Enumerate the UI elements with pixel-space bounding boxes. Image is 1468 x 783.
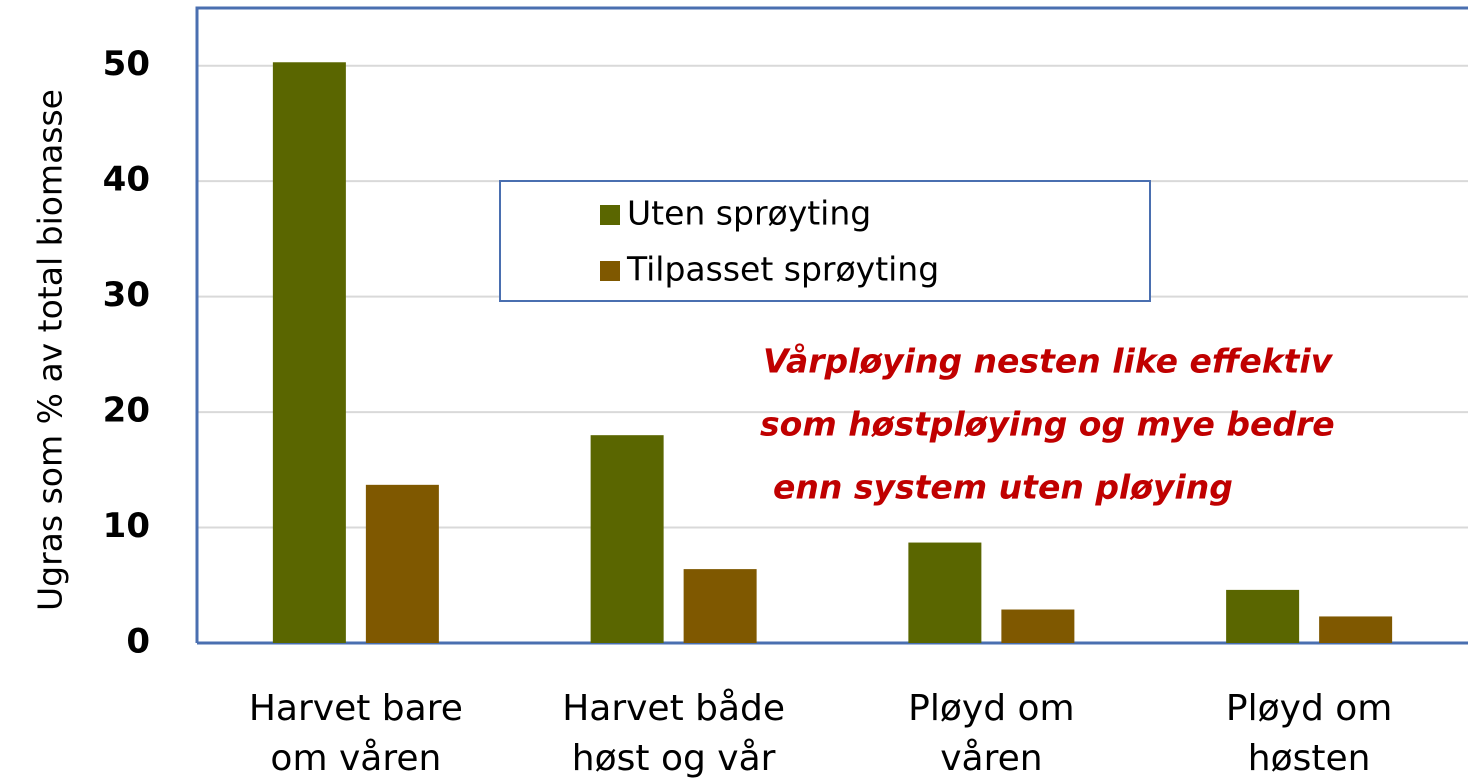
y-axis-label: Ugras som % av total biomasse — [31, 89, 70, 611]
y-tick-label: 50 — [103, 44, 150, 84]
bar — [683, 569, 757, 643]
annotation: enn system uten pløying — [773, 468, 1233, 507]
bar — [1226, 589, 1300, 643]
legend-label: Uten sprøyting — [627, 194, 871, 233]
legend-swatch — [600, 261, 620, 281]
bar — [365, 484, 439, 643]
bar — [590, 435, 664, 643]
y-tick-label: 30 — [103, 275, 150, 315]
x-tick-label: høsten — [1248, 738, 1371, 779]
y-tick-label: 40 — [103, 160, 150, 200]
y-tick-label: 10 — [103, 506, 150, 546]
plot-border — [195, 6, 1468, 643]
annotation: Vårpløying nesten like effektiv — [763, 342, 1334, 381]
x-tick-label: våren — [940, 738, 1042, 779]
bar — [272, 62, 346, 644]
legend-label: Tilpasset sprøyting — [626, 250, 939, 289]
x-tick-label: Pløyd om — [1226, 688, 1392, 729]
annotation: som høstpløying og mye bedre — [760, 405, 1335, 444]
x-tick-label: Harvet bare — [249, 688, 463, 729]
bar — [1001, 609, 1075, 643]
x-tick-label: om våren — [270, 738, 441, 779]
legend-swatch — [600, 205, 620, 225]
y-tick-label: 0 — [126, 622, 150, 662]
bar — [908, 542, 982, 643]
y-tick-label: 20 — [103, 391, 150, 431]
bar — [1319, 616, 1393, 643]
x-tick-label: Pløyd om — [908, 688, 1074, 729]
x-tick-label: høst og vår — [572, 738, 776, 779]
x-tick-label: Harvet både — [562, 688, 785, 729]
